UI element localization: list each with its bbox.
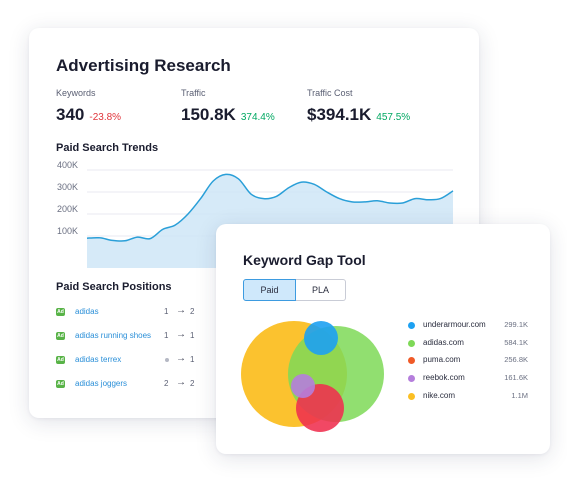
keyword-gap-tool-title: Keyword Gap Tool [243, 252, 366, 268]
metric-change: 457.5% [376, 112, 411, 123]
position-to: 2 [190, 307, 195, 316]
y-tick-label: 100K [57, 226, 78, 236]
no-position-dot-icon [165, 358, 169, 362]
keyword-link[interactable]: adidas running shoes [75, 331, 152, 340]
list-item: Ad adidas joggers 2 → 2 [56, 376, 236, 400]
y-tick-label: 200K [57, 204, 78, 214]
metric-value: 340 [56, 105, 85, 124]
list-item: Ad adidas terrex → 1 [56, 352, 236, 376]
metric-traffic-cost: Traffic Cost $394.1K 457.5% [307, 88, 410, 125]
metric-change: 374.4% [240, 112, 275, 123]
position-to: 2 [190, 379, 195, 388]
position-from: 1 [164, 331, 169, 340]
tab-paid[interactable]: Paid [243, 279, 296, 301]
legend-dot-icon [408, 322, 415, 329]
legend-value: 299.1K [504, 320, 528, 329]
position-to: 1 [190, 355, 195, 364]
ad-badge-icon: Ad [56, 308, 65, 316]
legend-item: reebok.com 161.6K [408, 373, 528, 391]
tab-pla[interactable]: PLA [296, 279, 346, 301]
legend-item: underarmour.com 299.1K [408, 320, 528, 338]
legend-dot-icon [408, 375, 415, 383]
metric-change: -23.8% [89, 112, 122, 123]
legend-domain: nike.com [423, 390, 456, 400]
metric-label: Traffic Cost [307, 88, 353, 98]
metric-traffic: Traffic 150.8K 374.4% [181, 88, 275, 125]
legend-domain: puma.com [423, 355, 461, 365]
ad-badge-icon: Ad [56, 380, 65, 388]
legend-item: nike.com 1.1M [408, 391, 528, 409]
venn-circle-underarmour [304, 321, 338, 355]
venn-diagram [241, 321, 384, 432]
paid-search-positions-title: Paid Search Positions [56, 281, 172, 293]
y-tick-label: 400K [57, 160, 78, 170]
legend-domain: adidas.com [423, 337, 464, 347]
metric-value: 150.8K [181, 105, 236, 124]
legend-value: 161.6K [504, 373, 528, 383]
legend-value: 256.8K [504, 355, 528, 365]
arrow-right-icon: → [176, 305, 186, 316]
metric-value: $394.1K [307, 105, 372, 124]
keyword-gap-tool-card: Keyword Gap Tool Paid PLA underarmour.co… [216, 224, 550, 454]
legend-domain: reebok.com [423, 373, 465, 383]
metric-label: Traffic [181, 88, 206, 98]
y-tick-label: 300K [57, 182, 78, 192]
keyword-link[interactable]: adidas joggers [75, 379, 128, 388]
position-from: 2 [164, 379, 169, 388]
list-item: Ad adidas 1 → 2 [56, 304, 236, 328]
list-item: Ad adidas running shoes 1 → 1 [56, 328, 236, 352]
venn-circle-reebok [291, 374, 315, 398]
paid-search-trends-title: Paid Search Trends [56, 142, 159, 154]
legend-value: 1.1M [511, 390, 528, 400]
trend-line [86, 173, 454, 242]
metric-label: Keywords [56, 88, 96, 98]
paid-search-positions-list: Ad adidas 1 → 2 Ad adidas running shoes … [56, 304, 236, 400]
arrow-right-icon: → [176, 353, 186, 364]
legend-value: 584.1K [504, 337, 528, 347]
position-to: 1 [190, 331, 195, 340]
metric-keywords: Keywords 340 -23.8% [56, 88, 121, 125]
legend-dot-icon [408, 357, 415, 365]
gap-tool-tabs: Paid PLA [243, 279, 346, 301]
legend-item: puma.com 256.8K [408, 355, 528, 373]
arrow-right-icon: → [176, 329, 186, 340]
domain-legend: underarmour.com 299.1K adidas.com 584.1K… [408, 320, 528, 408]
legend-item: adidas.com 584.1K [408, 338, 528, 356]
legend-dot-icon [408, 392, 415, 400]
keyword-link[interactable]: adidas [75, 307, 99, 316]
arrow-right-icon: → [176, 377, 186, 388]
legend-dot-icon [408, 339, 415, 347]
ad-badge-icon: Ad [56, 332, 65, 340]
keyword-link[interactable]: adidas terrex [75, 355, 122, 364]
ad-badge-icon: Ad [56, 356, 65, 364]
position-from: 1 [164, 307, 169, 316]
advertising-research-title: Advertising Research [56, 56, 231, 75]
legend-domain: underarmour.com [423, 320, 486, 329]
